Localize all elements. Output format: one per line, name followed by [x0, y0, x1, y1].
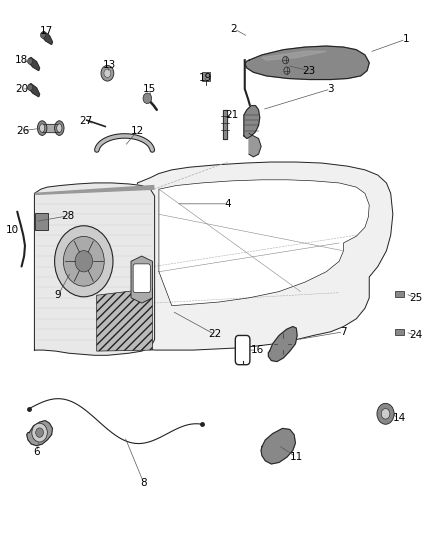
Circle shape: [36, 428, 43, 437]
Text: 25: 25: [409, 293, 422, 303]
Circle shape: [143, 93, 152, 103]
Text: 1: 1: [403, 34, 409, 44]
Ellipse shape: [57, 124, 62, 132]
Circle shape: [28, 84, 33, 91]
Polygon shape: [244, 106, 260, 139]
Ellipse shape: [55, 121, 64, 135]
Polygon shape: [42, 124, 59, 132]
Text: 18: 18: [15, 55, 28, 65]
Text: 12: 12: [131, 126, 144, 136]
Text: 4: 4: [224, 199, 231, 209]
Text: 23: 23: [303, 66, 316, 76]
Text: 6: 6: [33, 447, 40, 457]
Polygon shape: [97, 288, 152, 351]
Circle shape: [381, 409, 390, 419]
Circle shape: [101, 66, 114, 81]
Polygon shape: [261, 429, 295, 464]
Text: 14: 14: [392, 413, 406, 423]
Polygon shape: [131, 256, 152, 303]
Polygon shape: [262, 51, 326, 60]
Text: 8: 8: [141, 478, 147, 488]
Circle shape: [283, 56, 289, 64]
Polygon shape: [223, 110, 227, 139]
Polygon shape: [29, 58, 39, 71]
Ellipse shape: [37, 121, 47, 135]
Circle shape: [28, 58, 33, 64]
Circle shape: [55, 226, 113, 297]
Circle shape: [284, 67, 290, 74]
Bar: [202, 71, 209, 81]
Text: 2: 2: [231, 24, 237, 34]
Text: 28: 28: [61, 211, 74, 221]
Text: 17: 17: [40, 27, 53, 36]
Text: 20: 20: [15, 84, 28, 94]
Polygon shape: [29, 84, 39, 97]
Text: 22: 22: [208, 329, 221, 340]
Circle shape: [104, 69, 111, 77]
Polygon shape: [35, 185, 154, 195]
Text: 9: 9: [55, 290, 61, 300]
Circle shape: [40, 32, 46, 38]
Ellipse shape: [39, 124, 45, 132]
Polygon shape: [27, 421, 53, 446]
Text: 27: 27: [79, 116, 92, 126]
Text: 11: 11: [290, 452, 303, 462]
Text: 21: 21: [225, 110, 239, 120]
Text: 7: 7: [340, 327, 347, 337]
Polygon shape: [245, 46, 369, 79]
FancyBboxPatch shape: [133, 264, 150, 293]
Polygon shape: [159, 180, 369, 306]
Bar: [35, 213, 48, 230]
Text: 24: 24: [409, 330, 422, 341]
Text: 13: 13: [103, 60, 116, 70]
Bar: [395, 329, 403, 335]
Text: 19: 19: [199, 74, 212, 84]
Circle shape: [75, 251, 92, 272]
Text: 15: 15: [143, 84, 156, 94]
Polygon shape: [35, 183, 155, 356]
Text: 16: 16: [251, 345, 264, 355]
Polygon shape: [249, 133, 261, 157]
Circle shape: [64, 237, 104, 286]
Circle shape: [32, 423, 47, 442]
Polygon shape: [138, 162, 393, 350]
Bar: [395, 290, 403, 297]
Polygon shape: [42, 31, 53, 45]
Text: 26: 26: [16, 126, 29, 136]
Polygon shape: [268, 327, 297, 361]
Text: 10: 10: [6, 225, 19, 235]
FancyBboxPatch shape: [235, 335, 250, 365]
Text: 3: 3: [327, 84, 334, 94]
Circle shape: [377, 403, 394, 424]
